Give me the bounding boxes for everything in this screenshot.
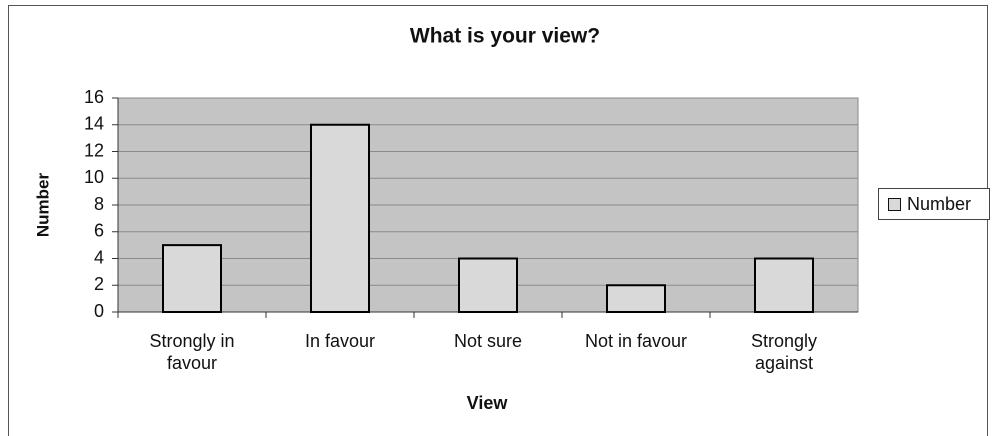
legend-label: Number: [907, 193, 972, 214]
legend-swatch: [888, 197, 901, 211]
x-tick-label: Not sure: [453, 331, 523, 351]
y-tick-label: 6: [94, 221, 104, 241]
chart-frame: [8, 5, 988, 436]
bar: [162, 244, 222, 313]
y-tick-label: 8: [94, 194, 104, 214]
x-tick-label: Strongly in favour: [149, 331, 235, 373]
y-tick-label: 12: [84, 140, 104, 160]
x-tick-label: Not in favour: [584, 331, 688, 351]
y-tick-label: 2: [94, 274, 104, 294]
y-tick-label: 14: [84, 114, 104, 134]
y-tick-label: 4: [94, 247, 104, 267]
bar: [606, 284, 666, 313]
x-tick-label: Strongly against: [750, 331, 818, 373]
chart-title: What is your view?: [410, 25, 600, 48]
bar: [310, 123, 370, 313]
x-tick-label: In favour: [304, 331, 376, 351]
legend: Number: [878, 188, 990, 220]
y-tick-label: 10: [84, 167, 104, 187]
y-tick-label: 16: [84, 87, 104, 107]
x-axis-label: View: [467, 393, 509, 413]
y-axis-label: Number: [33, 173, 52, 238]
bar: [754, 257, 814, 313]
y-tick-label: 0: [94, 301, 104, 321]
bar: [458, 257, 518, 313]
